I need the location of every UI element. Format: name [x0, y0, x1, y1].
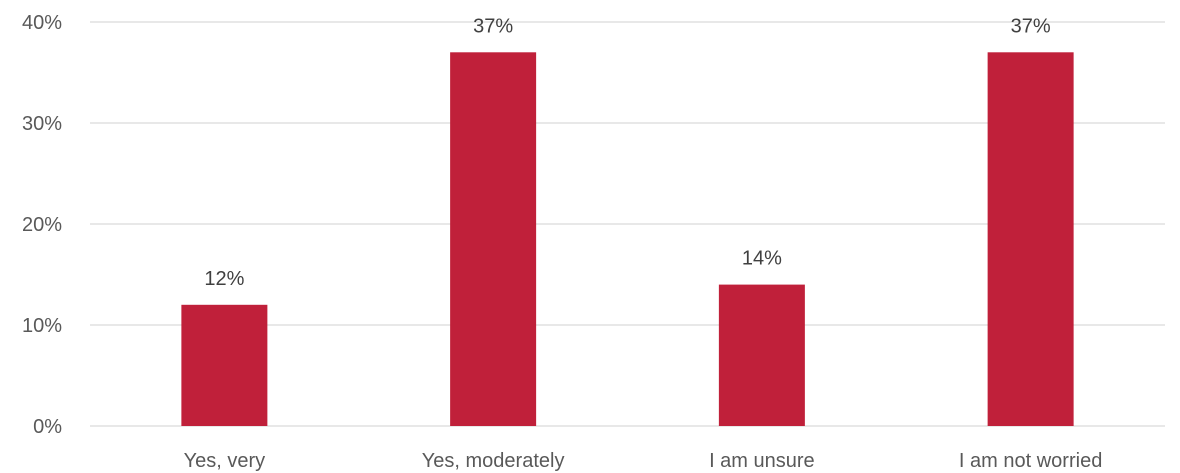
y-tick-label: 40%	[22, 12, 62, 34]
x-category-label: I am not worried	[959, 450, 1102, 472]
data-label: 12%	[204, 268, 244, 290]
x-category-label: Yes, very	[184, 450, 266, 472]
bars	[181, 52, 1074, 427]
x-category-label: Yes, moderately	[422, 450, 565, 472]
y-tick-label: 0%	[33, 416, 62, 438]
data-label: 14%	[742, 248, 782, 270]
bar	[450, 52, 537, 427]
bar	[718, 284, 805, 426]
bar	[987, 52, 1074, 427]
y-tick-label: 20%	[22, 214, 62, 236]
y-axis-ticks: 0% 10% 20% 30% 40%	[22, 12, 62, 438]
data-label: 37%	[1011, 15, 1051, 37]
x-axis-categories: Yes, very Yes, moderately I am unsure I am …	[184, 450, 1103, 472]
data-label: 37%	[473, 15, 513, 37]
bar	[181, 304, 268, 426]
data-labels: 12% 37% 14% 37%	[204, 15, 1051, 290]
gridlines	[90, 21, 1165, 427]
x-category-label: I am unsure	[709, 450, 815, 472]
y-tick-label: 10%	[22, 315, 62, 337]
y-tick-label: 30%	[22, 113, 62, 135]
